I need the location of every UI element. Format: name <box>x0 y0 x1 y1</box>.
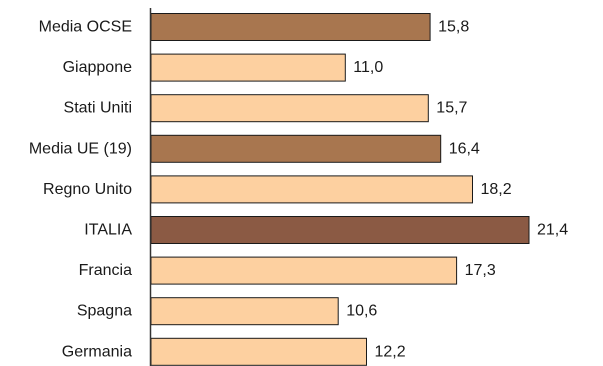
category-label: Stati Uniti <box>64 100 132 117</box>
value-label: 15,7 <box>436 100 467 117</box>
category-label: Media UE (19) <box>29 140 132 157</box>
value-label: 21,4 <box>537 222 568 239</box>
category-label: Giappone <box>63 59 132 76</box>
bar-stati-uniti <box>150 94 429 123</box>
category-label: Germania <box>62 343 132 360</box>
value-label: 10,6 <box>346 303 377 320</box>
category-label: ITALIA <box>84 222 132 239</box>
bar-spagna <box>150 297 339 326</box>
bar-media-ue-19 <box>150 134 442 163</box>
category-label: Francia <box>79 262 132 279</box>
category-label: Regno Unito <box>43 181 132 198</box>
category-label: Spagna <box>77 303 132 320</box>
bars-group: Media OCSE 15,8 Giappone 11,0 Stati Uniti 15,… <box>29 13 568 366</box>
category-label: Media OCSE <box>39 19 132 36</box>
value-label: 18,2 <box>481 181 512 198</box>
bar-francia <box>150 256 458 285</box>
value-label: 16,4 <box>449 140 480 157</box>
value-label: 11,0 <box>353 59 383 76</box>
bar-regno-unito <box>150 175 473 204</box>
value-label: 17,3 <box>465 262 496 279</box>
bar-germania <box>150 337 367 366</box>
value-label: 15,8 <box>438 19 469 36</box>
bar-giappone <box>150 53 346 82</box>
bar-italia <box>150 216 530 244</box>
value-label: 12,2 <box>375 343 406 360</box>
bar-media-ocse <box>150 13 431 41</box>
